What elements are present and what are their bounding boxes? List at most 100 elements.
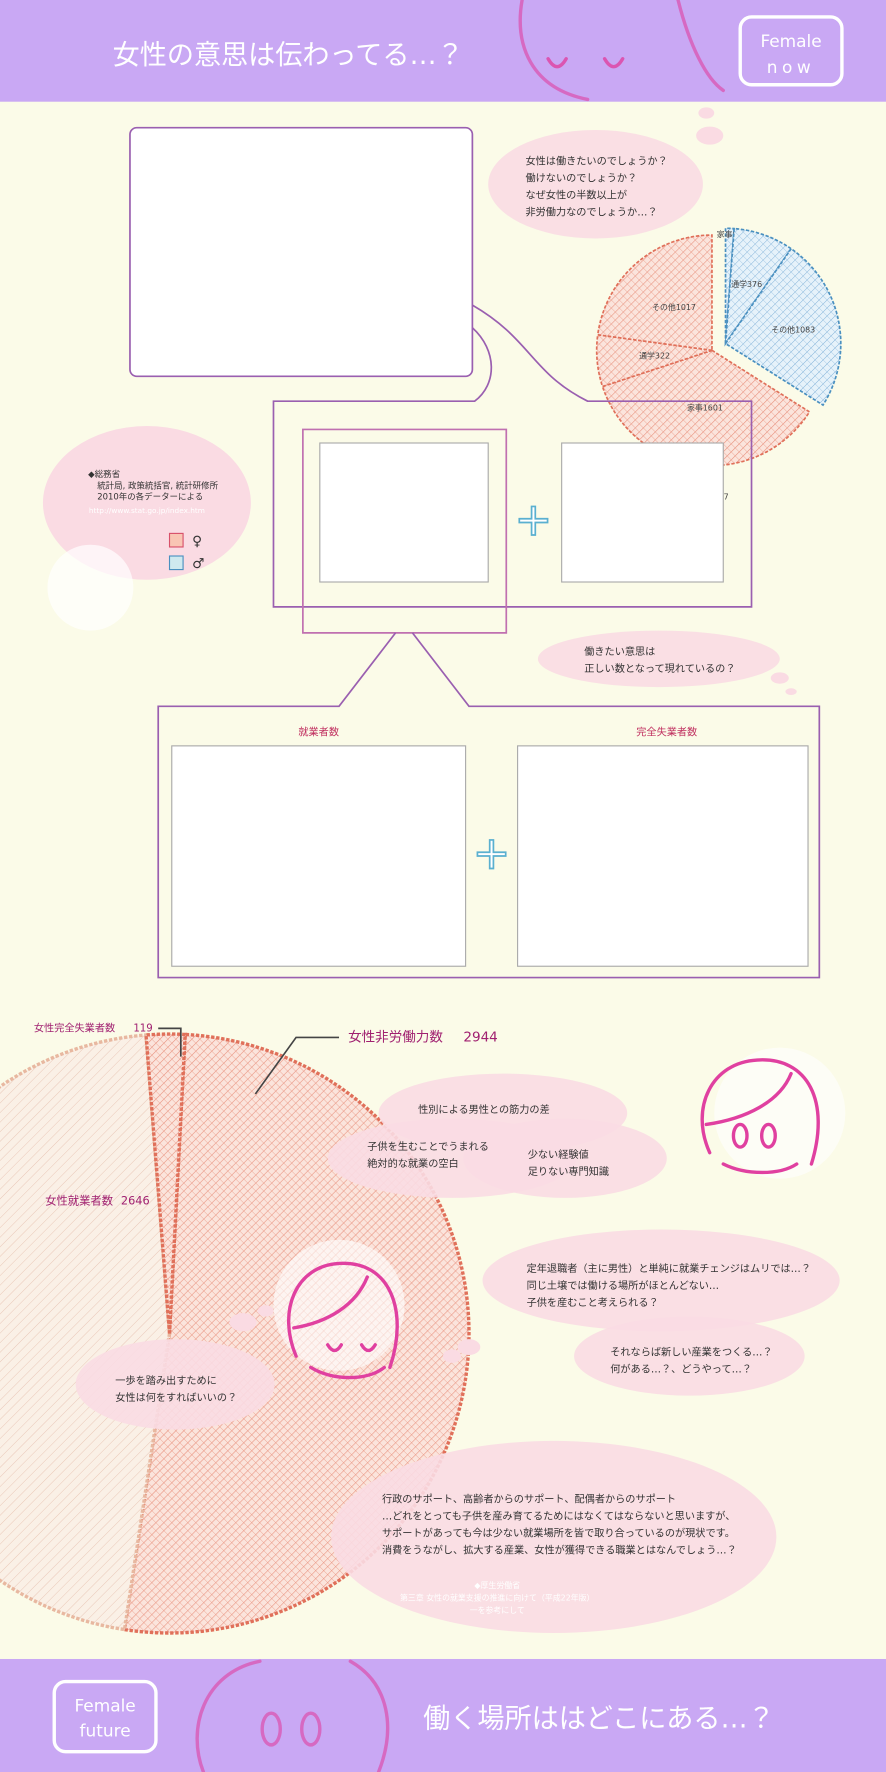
source-text: 統計局, 政策統括官, 統計研修所 — [97, 480, 218, 490]
bubble-text: なぜ女性の半数以上が — [525, 189, 627, 202]
bubble — [75, 1339, 275, 1430]
legend-swatch — [168, 532, 184, 548]
bubble-text: サポートがあっても今は少ない就業場所を皆で取り合っているのが現状です。 — [382, 1527, 735, 1540]
slice-label: その他1017 — [652, 301, 696, 311]
bubble-text: 一歩を踏み出すために — [115, 1374, 217, 1387]
connectors — [157, 304, 821, 979]
slice-category: 女性就業者数 — [45, 1193, 113, 1207]
pie-slice — [595, 333, 713, 388]
chart-title: 完全失業者数 — [636, 725, 697, 738]
slice-value: 1083 — [795, 325, 815, 334]
slice-category: その他 — [771, 324, 795, 334]
plus-icon: + — [473, 827, 511, 880]
footer-title: 働く場所ははどこにある…？ — [423, 1704, 775, 1735]
bubble-text: 女性は働きたいのでしょうか？ — [525, 155, 667, 168]
slice-category: その他 — [652, 301, 676, 311]
bubble — [488, 129, 703, 239]
legend-swatch — [168, 555, 184, 571]
legend-label: ♂ — [192, 556, 204, 572]
badge-frame — [738, 15, 844, 87]
bubble-dot — [457, 1339, 481, 1355]
callout-line — [254, 1036, 340, 1095]
bubble-dot — [785, 688, 797, 696]
bubble-dot — [696, 126, 724, 145]
slice-category: 女性完全失業者数 — [34, 1021, 115, 1034]
bubble-text: …どれをとっても子供を産み育てるためにはなくてはならないと思いますが、 — [382, 1510, 735, 1523]
pie-slice — [144, 1032, 187, 1334]
bubble — [537, 630, 780, 688]
slice-category: 通学 — [639, 350, 655, 360]
source-text: 2010年の各データーによる — [97, 492, 203, 502]
bubble-dot — [770, 672, 789, 684]
badge-frame — [52, 1679, 158, 1754]
bubble-text: 働きたい意思は — [584, 645, 655, 658]
bubble-text: 何がある…？、どうやって…？ — [610, 1363, 752, 1376]
slice-category: 家事 — [717, 229, 733, 239]
slice-value: 322 — [655, 351, 670, 360]
bubble-text: 定年退職者（主に男性）と単純に就業チェンジはムリでは…？ — [527, 1262, 811, 1275]
slice-value: 1601 — [703, 403, 723, 412]
bubble-text: 絶対的な就業の空白 — [367, 1157, 458, 1170]
pie-slice — [724, 227, 793, 347]
bubble-text: 同じ土壌では働ける場所がほとんどない… — [527, 1279, 719, 1292]
slice-value: 119 — [133, 1023, 152, 1034]
source-text: ◆厚生労働省 — [474, 1580, 520, 1590]
chart-frame — [129, 126, 474, 378]
slice-label: 通学376 — [731, 278, 762, 288]
slice-label: その他1083 — [771, 324, 815, 334]
badge-text: Female — [74, 1695, 135, 1715]
bubble-text: 性別による男性との筋力の差 — [418, 1103, 550, 1116]
bubbles: 女性は働きたいのでしょうか？ 働けないのでしょうか？ なぜ女性の半数以上が非労働力な… — [75, 107, 840, 1633]
bubble-text: それならば新しい産業をつくる…？ — [610, 1346, 772, 1359]
pie-slice — [0, 1033, 172, 1632]
decor-circle — [47, 544, 134, 631]
slice-value: 2944 — [463, 1029, 497, 1045]
badge-text: future — [80, 1720, 131, 1740]
callout-line — [158, 1027, 182, 1057]
chart-frame — [319, 442, 489, 583]
badge-text: Female — [760, 31, 821, 51]
bubble-text: 働けないのでしょうか？ — [525, 172, 637, 185]
bubble — [482, 1229, 840, 1332]
face-center — [273, 1239, 405, 1380]
bubble-text: 足りない専門知識 — [528, 1165, 609, 1178]
source-url: http://www.stat.go.jp/index.htm — [89, 506, 205, 515]
slice-value: 2646 — [121, 1194, 150, 1207]
header-face — [518, 0, 725, 102]
bubble — [574, 1316, 805, 1396]
header-band — [0, 0, 886, 102]
legend: ♀♂ — [168, 532, 204, 572]
bubble — [331, 1440, 777, 1633]
source-text: ◆総務省 — [88, 469, 120, 479]
bubble-text: 非労働力なのでしょうか…？ — [525, 205, 657, 218]
slice-category: 通学 — [731, 278, 747, 288]
bubble-dot — [698, 107, 715, 119]
bubble-text: 子供を生むことでうまれる — [367, 1140, 489, 1153]
source-text: 第三章 女性の就業支援の推進に向けて（平成22年版） — [400, 1592, 594, 1602]
slice-value: 376 — [747, 279, 762, 288]
footer-face — [195, 1659, 390, 1772]
bubble-text: 少ない経験値 — [528, 1148, 589, 1161]
chart-title: 就業者数 — [298, 725, 339, 738]
bubble-text: 子供を産むこと考えられる？ — [527, 1296, 659, 1309]
face-right — [700, 1047, 846, 1179]
bubble-dot — [229, 1313, 257, 1332]
bubble-text: 女性は何をすればいいの？ — [115, 1391, 237, 1404]
pie-slice — [596, 234, 713, 352]
source-bubble — [42, 426, 251, 580]
bubble-text: 行政のサポート、高齢者からのサポート、配偶者からのサポート — [382, 1493, 676, 1506]
plus-icon: + — [514, 493, 552, 546]
legend-label: ♀ — [192, 533, 202, 549]
chart-frame — [171, 745, 467, 967]
bubble-text: 正しい数となって現れているの？ — [584, 662, 735, 675]
slice-category: 女性非労働力数 — [348, 1029, 443, 1045]
badge-text: now — [767, 57, 816, 77]
pie-slice — [724, 247, 842, 407]
slice-value: 1017 — [676, 302, 696, 311]
bubble-text: 消費をうながし、拡大する産業、女性が獲得できる職業とはなんでしょう…？ — [382, 1543, 737, 1556]
source-text: 一を参考にして — [470, 1605, 525, 1615]
bubble-dot — [442, 1349, 462, 1363]
